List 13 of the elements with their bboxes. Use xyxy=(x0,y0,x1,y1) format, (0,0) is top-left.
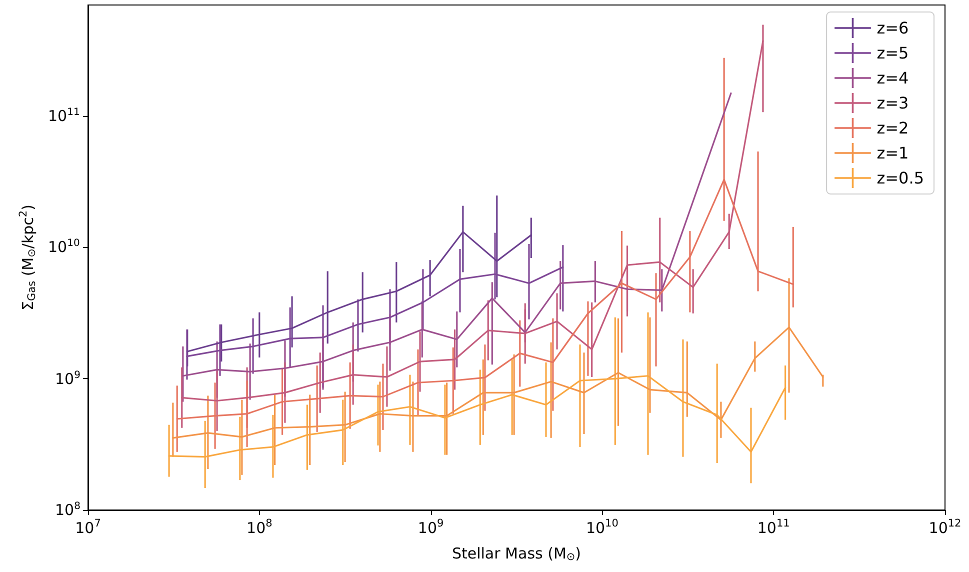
y-axis-title: ΣGas (M⊙/kpc2) xyxy=(18,204,38,310)
x-axis-title: Stellar Mass (M⊙) xyxy=(452,544,582,563)
y-tick-label: 10$^{9}$ xyxy=(55,370,80,388)
y-tick-label: 10$^{8}$ xyxy=(55,501,80,519)
legend-label: z=5 xyxy=(876,44,909,62)
legend-label: z=3 xyxy=(876,94,909,112)
y-tick-label: 10$^{10}$ xyxy=(48,238,80,256)
legend-label: z=0.5 xyxy=(876,168,924,188)
legend-label: z=6 xyxy=(876,18,909,38)
legend-label: z=1 xyxy=(876,144,909,162)
legend-label: z=2 xyxy=(876,118,909,138)
legend-label: z=4 xyxy=(876,68,909,88)
y-tick-label: 10$^{11}$ xyxy=(48,106,80,125)
